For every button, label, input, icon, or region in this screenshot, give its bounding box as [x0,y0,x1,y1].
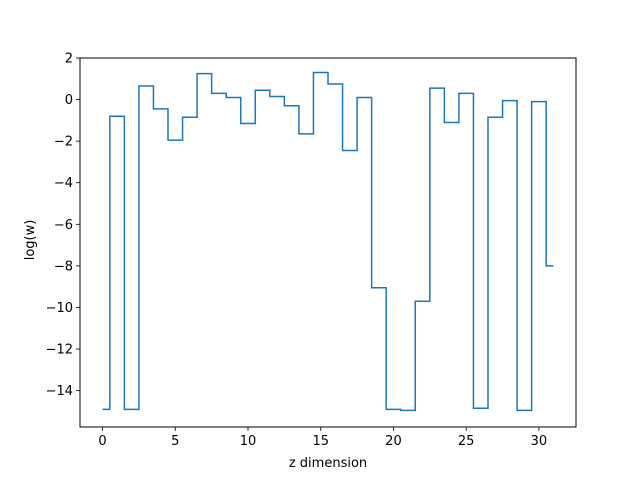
x-tick-label: 30 [531,434,548,449]
x-tick-label: 10 [240,434,257,449]
plot-area [102,71,554,412]
x-axis-ticks: 0 5 10 15 20 25 30 [98,427,547,449]
x-tick-label: 15 [312,434,329,449]
y-axis-ticks: −14 −12 −10 −8 −6 −4 −2 0 2 [46,52,80,399]
y-tick-label: −8 [54,259,73,274]
y-tick-label: −6 [54,218,73,233]
y-tick-label: −4 [54,176,73,191]
x-tick-label: 25 [458,434,475,449]
x-axis-label: z dimension [289,456,367,471]
y-tick-label: 2 [65,52,73,67]
axes-frame [79,57,577,428]
x-tick-label: 5 [171,434,179,449]
y-tick-label: −2 [54,135,73,150]
y-tick-label: −14 [46,384,73,399]
x-tick-label: 0 [98,434,106,449]
y-axis-label: log(w) [23,220,38,261]
y-tick-label: −10 [46,301,73,316]
y-tick-label: −12 [46,343,73,358]
series-line-0 [102,71,554,412]
y-tick-label: 0 [65,93,73,108]
x-tick-label: 20 [385,434,402,449]
